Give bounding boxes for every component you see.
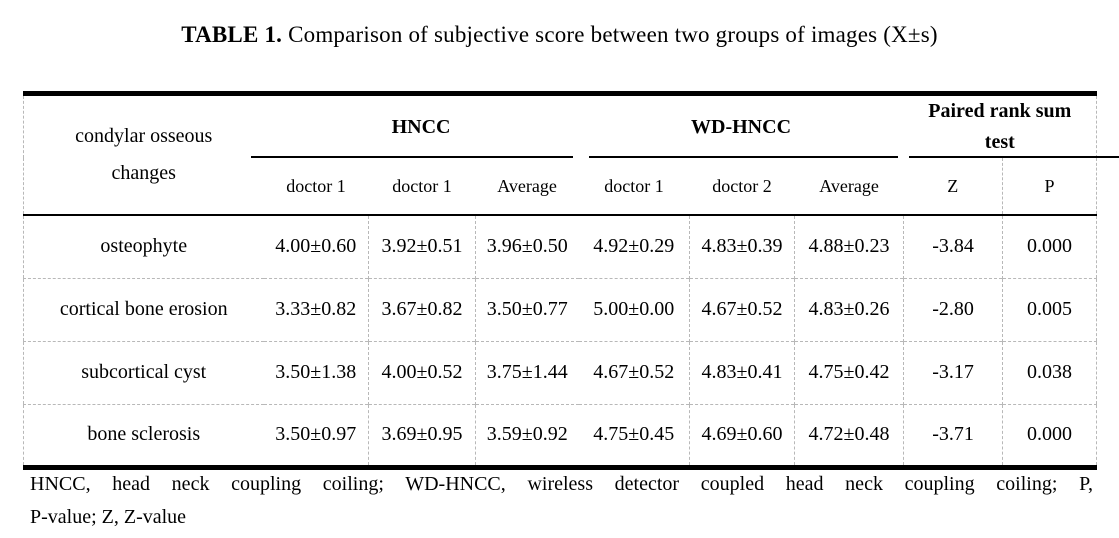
value-cell: 3.96±0.50 (474, 215, 579, 278)
col-header-hncc-doctor1b: doctor 1 (368, 158, 476, 216)
value-cell: 3.50±0.97 (263, 403, 369, 467)
header-sub-row: doctor 1 doctor 1 Average doctor 1 docto… (24, 158, 1097, 216)
col-header-z: Z (903, 158, 1003, 216)
value-cell: 4.72±0.48 (794, 403, 904, 467)
z-value-cell: -3.84 (903, 215, 1003, 278)
col-header-p: P (1002, 158, 1097, 216)
value-cell: 3.59±0.92 (474, 403, 579, 467)
table-row-subcortical-cyst: subcortical cyst 3.50±1.38 4.00±0.52 3.7… (23, 340, 1097, 404)
value-cell: 4.83±0.26 (794, 277, 904, 341)
value-cell: 4.00±0.60 (275, 235, 357, 258)
comparison-table: condylar osseous changes HNCC WD-HNCC Pa… (23, 91, 1119, 470)
table-row-osteophyte: osteophyte 4.00±0.60 3.92±0.51 3.96±0.50… (24, 215, 1097, 278)
col-header-wd-doctor1: doctor 1 (578, 158, 690, 216)
value-cell: 4.83±0.39 (689, 215, 795, 278)
col-header-wd-doctor2: doctor 2 (689, 158, 795, 216)
row-group-header: condylar osseous changes (23, 93, 264, 216)
z-value-cell: -3.17 (903, 340, 1003, 404)
value-cell: 3.67±0.82 (368, 277, 476, 341)
z-value-cell: -3.71 (903, 403, 1003, 467)
p-value-cell: 0.000 (1002, 215, 1097, 278)
header-group-row: condylar osseous changes HNCC WD-HNCC Pa… (23, 93, 1119, 216)
row-label: osteophyte (100, 235, 188, 258)
table-caption-text: Comparison of subjective score between t… (288, 22, 938, 47)
value-cell: 4.83±0.41 (689, 340, 795, 404)
row-label: bone sclerosis (23, 403, 264, 467)
value-cell: 4.67±0.52 (578, 340, 690, 404)
z-value-cell: -2.80 (903, 277, 1003, 341)
value-cell: 4.00±0.52 (368, 340, 476, 404)
value-cell: 4.69±0.60 (689, 403, 795, 467)
group-header-hncc: HNCC (250, 94, 579, 158)
paired-test-underline (908, 156, 1119, 158)
table-row-bone-sclerosis: bone sclerosis 3.50±0.97 3.69±0.95 3.59±… (23, 403, 1097, 467)
value-cell: 3.50±1.38 (263, 340, 369, 404)
table-footnote-line2: P-value; Z, Z-value (30, 506, 187, 528)
value-cell: 4.88±0.23 (794, 215, 904, 278)
row-group-header-label: condylar osseous changes (75, 125, 213, 184)
table-caption: TABLE 1. Comparison of subjective score … (0, 22, 1119, 48)
value-cell: 5.00±0.00 (578, 277, 690, 341)
value-cell: 4.75±0.45 (578, 403, 690, 467)
p-value-cell: 0.038 (1002, 340, 1097, 404)
p-value-cell: 0.000 (1002, 403, 1097, 467)
value-cell: 4.92±0.29 (593, 235, 675, 258)
value-cell: 3.92±0.51 (368, 215, 476, 278)
table-caption-label: TABLE 1. (181, 22, 283, 47)
wd-hncc-underline (588, 156, 898, 158)
col-header-hncc-average: Average (475, 158, 579, 216)
value-cell: 3.75±1.44 (474, 340, 579, 404)
row-label: cortical bone erosion (23, 277, 264, 341)
row-label: subcortical cyst (23, 340, 264, 404)
col-header-hncc-doctor1: doctor 1 (263, 158, 369, 216)
group-header-paired-test: Paired rank sum test (904, 94, 1119, 158)
hncc-underline (250, 156, 573, 158)
value-cell: 3.69±0.95 (368, 403, 476, 467)
value-cell: 3.33±0.82 (263, 277, 369, 341)
value-cell: 4.75±0.42 (794, 340, 904, 404)
col-header-wd-average: Average (794, 158, 904, 216)
table-footnote-line1: HNCC, head neck coupling coiling; WD-HNC… (30, 473, 1093, 495)
table-row-cortical-bone-erosion: cortical bone erosion 3.33±0.82 3.67±0.8… (23, 277, 1097, 341)
p-value-cell: 0.005 (1002, 277, 1097, 341)
group-header-wd-hncc: WD-HNCC (579, 94, 904, 158)
value-cell: 4.67±0.52 (689, 277, 795, 341)
value-cell: 3.50±0.77 (474, 277, 579, 341)
table-footnote: HNCC, head neck coupling coiling; WD-HNC… (30, 468, 1093, 534)
